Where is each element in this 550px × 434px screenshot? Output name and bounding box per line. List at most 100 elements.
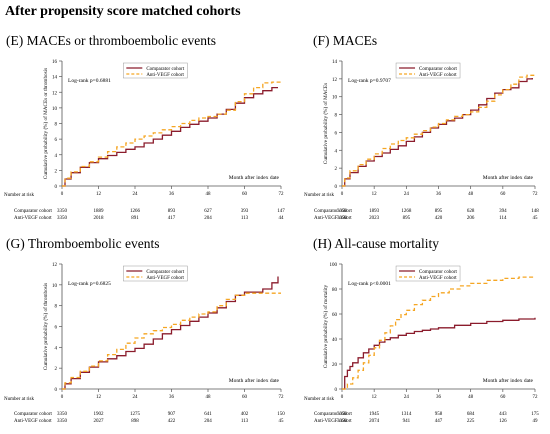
risk-count-g-1: 3350 <box>57 419 68 424</box>
risk-count-g-1: 898 <box>131 419 139 424</box>
risk-count-e-1: 204 <box>204 216 212 221</box>
risk-row-label-g-1: Anti-VEGF cohort <box>14 419 52 424</box>
logrank-annotation-g: Log-rank p=0.6825 <box>68 281 111 287</box>
panel-title-g: (G) Thromboembolic events <box>6 236 160 251</box>
x-axis-label-f: Month after index date <box>483 174 534 181</box>
risk-count-g-0: 150 <box>277 412 285 417</box>
x-axis-label-h: Month after index date <box>483 377 534 384</box>
x-tick-label-g: 72 <box>279 395 285 400</box>
y-tick-label-f: 2 <box>335 167 338 172</box>
x-tick-label-f: 0 <box>341 192 344 197</box>
x-tick-label-h: 48 <box>468 395 474 400</box>
series-line-e-comparator <box>62 86 278 187</box>
risk-count-g-0: 3350 <box>57 412 68 417</box>
risk-count-g-1: 422 <box>168 419 176 424</box>
risk-count-e-0: 1266 <box>130 209 141 214</box>
x-axis-label-g: Month after index date <box>229 377 280 384</box>
risk-count-h-0: 1314 <box>401 412 412 417</box>
x-tick-label-g: 12 <box>96 395 102 400</box>
risk-count-g-0: 1275 <box>130 412 141 417</box>
y-axis-label-f: Cumulative probability (%) of MACEs <box>322 83 329 164</box>
x-tick-label-h: 60 <box>500 395 506 400</box>
x-tick-label-g: 48 <box>206 395 212 400</box>
risk-count-f-0: 1893 <box>369 209 380 214</box>
risk-count-e-1: 417 <box>168 216 176 221</box>
risk-count-f-0: 1268 <box>401 209 412 214</box>
y-tick-label-f: 0 <box>335 185 338 190</box>
risk-count-f-1: 114 <box>499 216 507 221</box>
risk-row-label-e-0: Comparator cohort <box>14 209 53 214</box>
y-tick-label-g: 12 <box>52 263 58 268</box>
legend-label-f-1: Anti-VEGF cohort <box>419 73 457 78</box>
legend-label-g-1: Anti-VEGF cohort <box>146 276 184 281</box>
risk-count-f-1: 206 <box>467 216 475 221</box>
series-line-h-comparator <box>342 317 536 390</box>
y-axis-label-g: Cumulative probability (%) of thrombosis <box>42 283 49 370</box>
risk-count-f-0: 148 <box>531 209 539 214</box>
y-tick-label-f: 4 <box>335 149 338 154</box>
x-tick-label-h: 0 <box>341 395 344 400</box>
series-line-g-comparator <box>62 276 279 390</box>
x-tick-label-f: 72 <box>533 192 539 197</box>
logrank-annotation-e: Log-rank p=0.6881 <box>68 78 111 84</box>
y-tick-label-e: 4 <box>55 154 58 159</box>
y-tick-label-e: 12 <box>52 91 58 96</box>
risk-count-g-0: 641 <box>204 412 212 417</box>
y-tick-label-h: 80 <box>332 288 338 293</box>
series-line-f-comparator <box>342 78 533 187</box>
risk-count-h-0: 1945 <box>369 412 380 417</box>
risk-count-h-0: 443 <box>499 412 507 417</box>
y-tick-label-g: 6 <box>55 326 58 331</box>
risk-count-g-0: 907 <box>168 412 176 417</box>
risk-count-f-1: 45 <box>533 216 539 221</box>
risk-table-title-e: Number at risk <box>4 193 34 198</box>
x-tick-label-e: 12 <box>96 192 102 197</box>
series-line-h-antivegf <box>342 276 536 390</box>
x-axis-label-e: Month after index date <box>229 174 280 181</box>
risk-count-h-1: 447 <box>435 419 443 424</box>
legend-label-g-0: Comparator cohort <box>146 270 185 275</box>
risk-count-e-1: 113 <box>241 216 249 221</box>
x-tick-label-h: 12 <box>372 395 378 400</box>
risk-count-e-1: 891 <box>131 216 139 221</box>
risk-count-h-1: 126 <box>499 419 507 424</box>
risk-row-label-e-1: Anti-VEGF cohort <box>14 216 52 221</box>
x-tick-label-e: 48 <box>206 192 212 197</box>
figure-title: After propensity score matched cohorts <box>5 4 241 19</box>
x-tick-label-g: 0 <box>61 395 64 400</box>
y-tick-label-g: 0 <box>55 388 58 393</box>
risk-row-label-f-0: Comparator cohort <box>314 209 353 214</box>
risk-count-h-1: 2074 <box>369 419 380 424</box>
x-tick-label-e: 36 <box>169 192 175 197</box>
y-tick-label-h: 0 <box>335 388 338 393</box>
y-tick-label-e: 16 <box>52 60 58 65</box>
x-tick-label-e: 60 <box>242 192 248 197</box>
panel-title-e: (E) MACEs or thromboembolic events <box>6 33 216 48</box>
risk-count-e-1: 2018 <box>94 216 105 221</box>
risk-count-g-0: 402 <box>241 412 249 417</box>
x-tick-label-f: 60 <box>500 192 506 197</box>
risk-count-e-1: 3350 <box>57 216 68 221</box>
risk-count-e-0: 393 <box>241 209 249 214</box>
x-tick-label-f: 36 <box>436 192 442 197</box>
legend-label-h-1: Anti-VEGF cohort <box>419 276 457 281</box>
y-axis-label-e: Cumulative probability (%) of MACEs or t… <box>42 68 49 179</box>
series-line-f-antivegf <box>342 74 535 187</box>
y-tick-label-g: 10 <box>52 284 58 289</box>
logrank-annotation-f: Log-rank p=0.9707 <box>348 78 391 84</box>
risk-count-e-0: 147 <box>277 209 285 214</box>
series-line-g-antivegf <box>62 292 281 390</box>
x-tick-label-h: 36 <box>436 395 442 400</box>
y-tick-label-e: 6 <box>55 138 58 143</box>
risk-count-f-0: 394 <box>499 209 507 214</box>
x-tick-label-f: 12 <box>372 192 378 197</box>
legend-label-h-0: Comparator cohort <box>419 270 458 275</box>
risk-count-h-0: 175 <box>531 412 539 417</box>
legend-label-e-0: Comparator cohort <box>146 67 185 72</box>
risk-count-e-0: 3350 <box>57 209 68 214</box>
y-tick-label-h: 40 <box>332 338 338 343</box>
x-tick-label-f: 48 <box>468 192 474 197</box>
risk-row-label-h-0: Comparator cohort <box>314 412 353 417</box>
y-tick-label-g: 2 <box>55 367 58 372</box>
